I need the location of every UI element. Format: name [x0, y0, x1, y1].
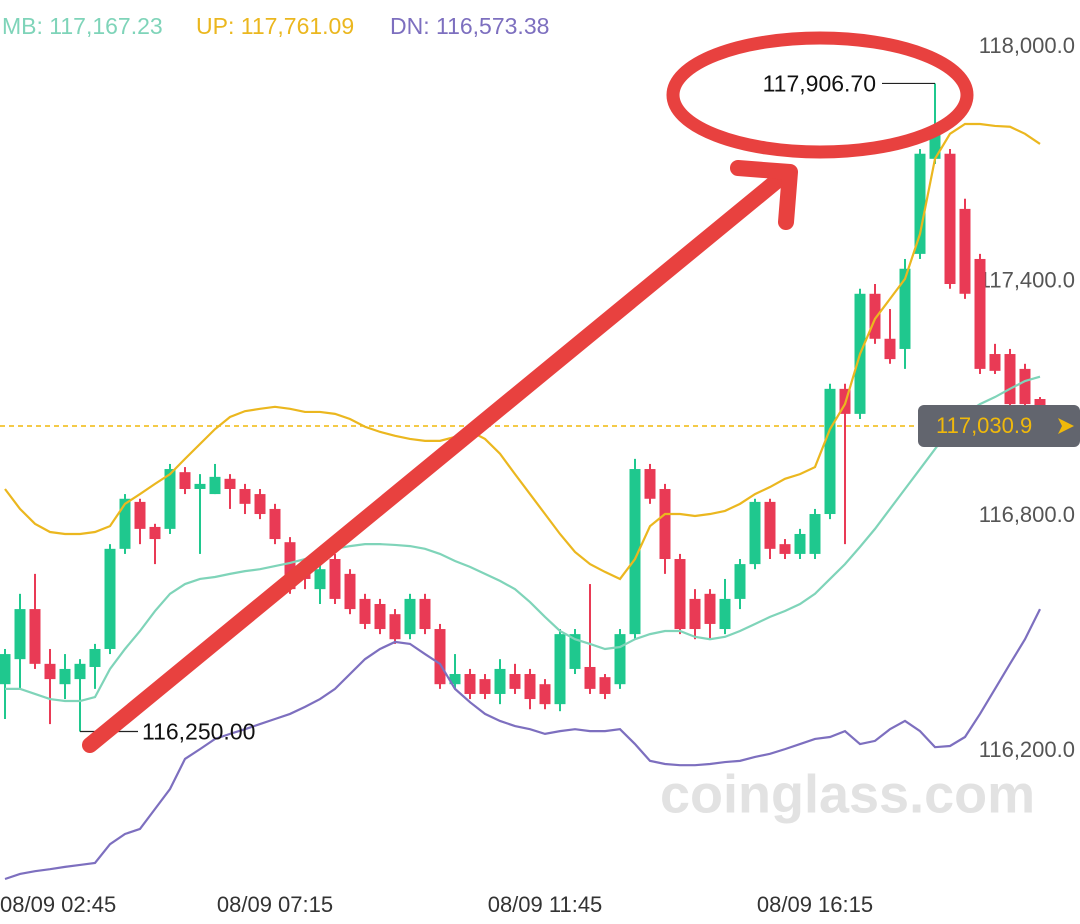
- price-tag-label: 117,030.9: [936, 413, 1032, 438]
- grid-layer: 116,200.0 116,800.0 117,400.0 118,000.0 08/0…: [0, 13, 1075, 917]
- candle-body: [944, 153, 956, 285]
- y-tick-label: 116,200.0: [979, 737, 1075, 762]
- candle-body: [194, 483, 206, 489]
- annotation-label: 116,250.00: [142, 719, 255, 745]
- candle-body: [149, 526, 161, 540]
- x-tick-label: 08/09 11:45: [488, 892, 603, 917]
- candle-body: [389, 614, 401, 640]
- candle-body: [959, 208, 971, 294]
- candle-body: [599, 677, 611, 694]
- candle-body: [404, 598, 416, 635]
- candle-body: [359, 598, 371, 624]
- candle-body: [1019, 368, 1031, 405]
- candle-body: [209, 476, 221, 495]
- candle-body: [284, 542, 296, 590]
- x-tick-label: 08/09 07:15: [217, 892, 333, 917]
- candle-body: [419, 598, 431, 630]
- candle-body: [794, 533, 806, 554]
- candle-body: [449, 674, 461, 685]
- candle-body: [929, 128, 941, 159]
- candle-body: [629, 469, 641, 635]
- candle-body: [869, 293, 881, 339]
- candle-body: [89, 648, 101, 667]
- candle-body: [734, 564, 746, 599]
- candle-body: [659, 488, 671, 560]
- band-line: [4, 608, 1041, 881]
- highlight-arrow-head: [730, 160, 798, 230]
- candle-body: [494, 668, 506, 694]
- candle-body: [719, 598, 731, 630]
- candle-body: [329, 559, 341, 599]
- candle-body: [524, 674, 536, 700]
- x-tick-label: 08/09 02:45: [0, 892, 116, 917]
- legend-entry: MB: 117,167.23: [2, 13, 163, 39]
- candle-body: [554, 634, 566, 705]
- candle-body: [254, 494, 266, 515]
- price-tag: [918, 405, 1080, 448]
- band-line: [5, 375, 1041, 703]
- candle-body: [179, 472, 191, 489]
- candle-body: [374, 603, 386, 630]
- candle-body: [764, 501, 776, 549]
- legend-entry: DN: 116,573.38: [390, 13, 549, 39]
- candle-body: [464, 674, 476, 694]
- candle-body: [14, 609, 26, 660]
- candle-body: [899, 268, 911, 349]
- candle-body: [224, 478, 236, 489]
- candle-body: [539, 684, 551, 705]
- legend-entry: UP: 117,761.09: [196, 13, 354, 39]
- candle-body: [164, 469, 176, 529]
- candle-body: [314, 569, 326, 590]
- candle-body: [104, 548, 116, 649]
- candle-body: [29, 609, 41, 664]
- watermark: coinglass.com: [660, 764, 1035, 824]
- candle-body: [614, 634, 626, 685]
- candle-body: [434, 629, 446, 685]
- candle-body: [74, 663, 86, 680]
- plot-layer: [0, 83, 1046, 881]
- candle-body: [569, 634, 581, 669]
- candle-body: [809, 514, 821, 554]
- candle-body: [884, 338, 896, 360]
- candle-body: [1004, 354, 1016, 405]
- candle-body: [509, 674, 521, 689]
- highlight-circle: [666, 31, 974, 159]
- candle-body: [479, 679, 491, 694]
- overlay-layer: 117,906.70 116,250.00 117,030.9: [80, 31, 1080, 753]
- candle-body: [674, 559, 686, 630]
- candle-body: [584, 666, 596, 689]
- candle-body: [974, 258, 986, 369]
- candle-body: [704, 593, 716, 624]
- y-tick-label: 118,000.0: [979, 33, 1075, 58]
- band-line: [4, 122, 1041, 581]
- candle-body: [119, 498, 131, 549]
- candle-body: [914, 153, 926, 254]
- candle-body: [269, 508, 281, 540]
- candle-body: [689, 598, 701, 630]
- y-tick-label: 117,400.0: [979, 267, 1075, 292]
- candle-body: [824, 388, 836, 515]
- highlight-arrow-shaft: [82, 172, 786, 753]
- price-tag-arrow: [1058, 418, 1074, 435]
- candle-body: [134, 501, 146, 529]
- candle-body: [0, 654, 11, 685]
- annotation-label: 117,906.70: [763, 71, 876, 97]
- candle-body: [989, 354, 1001, 371]
- candle-body: [59, 668, 71, 685]
- candle-body: [779, 544, 791, 554]
- y-tick-label: 116,800.0: [979, 502, 1075, 527]
- candle-body: [239, 488, 251, 504]
- candle-body: [344, 573, 356, 610]
- candle-body: [749, 501, 761, 565]
- candle-body: [44, 663, 56, 680]
- candle-body: [644, 469, 656, 499]
- x-tick-label: 08/09 16:15: [757, 892, 873, 917]
